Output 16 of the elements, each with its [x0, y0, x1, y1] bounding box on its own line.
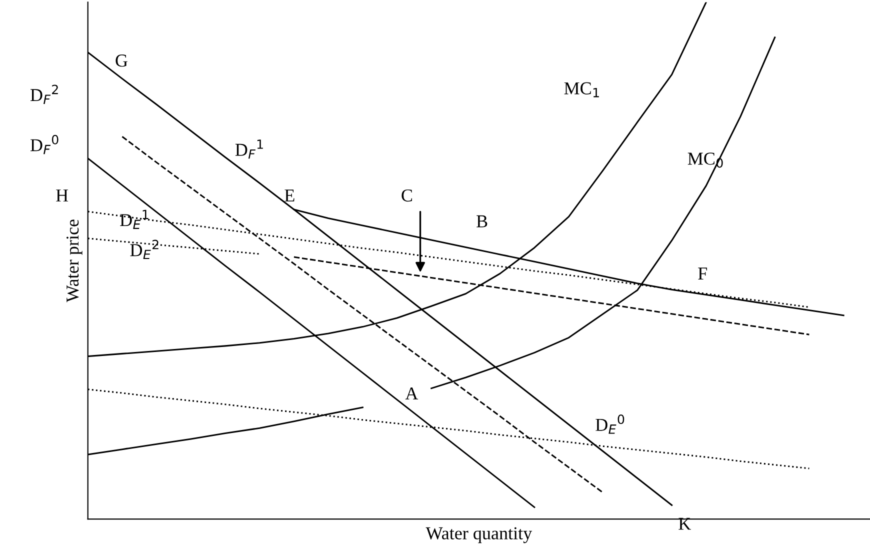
annotation: E — [284, 190, 294, 202]
text: D$_{F}$$^{2}$ — [30, 84, 58, 104]
text: D$_{F}$$^{0}$ — [30, 134, 58, 154]
annotation: F — [698, 268, 707, 280]
annotation: C — [402, 189, 412, 202]
annotation: B — [476, 215, 488, 228]
text: H — [56, 190, 68, 202]
annotation: D$_{F}$$^{1}$ — [235, 140, 263, 159]
annotation: A — [405, 387, 418, 400]
annotation: D$_{E}$$^{0}$ — [596, 414, 624, 434]
y-axis-title: Water price — [66, 220, 82, 302]
annotation: MC$_{1}$ — [564, 82, 599, 98]
x-axis-title: Water quantity — [426, 527, 532, 544]
annotation: D$_{E}$$^{2}$ — [130, 240, 158, 260]
annotation: G — [116, 54, 128, 67]
annotation: D$_{E}$$^{1}$ — [120, 210, 148, 229]
